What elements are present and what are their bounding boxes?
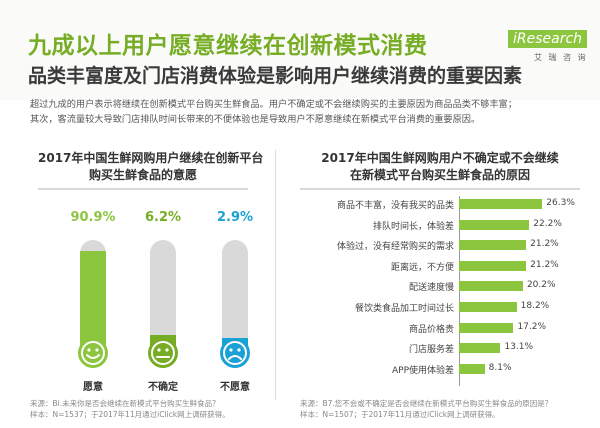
category-label-1: 不确定 bbox=[148, 382, 178, 393]
bar-value-8: 8.1% bbox=[488, 362, 512, 373]
left-source-line-2: 样本：N=1537；于2017年11月通过iClick网上调研获得。 bbox=[30, 410, 230, 419]
reasons-chart: 商品不丰富，没有我买的品类 26.3% 排队时间长，体验差 22.2% 体验过，没有经常… bbox=[300, 195, 580, 390]
bar-label-3: 距离远，不方便 bbox=[390, 262, 454, 273]
bar-label-2: 体验过，没有经常购买的需求 bbox=[336, 242, 454, 253]
bar-label-6: 商品价格贵 bbox=[408, 324, 454, 335]
bar-value-0: 26.3% bbox=[546, 198, 575, 208]
iresearch-logo: iResearch 艾 瑞 咨 询 bbox=[500, 26, 588, 66]
neutral-face-icon bbox=[148, 338, 178, 368]
frown-face-icon bbox=[220, 338, 250, 368]
bar-label-4: 配送速度慢 bbox=[408, 283, 454, 294]
value-label-0: 90.9% bbox=[70, 210, 116, 225]
bar-0 bbox=[459, 199, 543, 209]
panel-divider bbox=[275, 150, 276, 400]
bar-value-3: 21.2% bbox=[530, 259, 559, 270]
bar-1 bbox=[459, 219, 530, 230]
page-title: 九成以上用户愿意继续在创新模式消费 bbox=[28, 33, 428, 59]
intro-line-2: 其次，客流量较大导致门店排队时间长带来的不便体验也是导致用户不愿意继续在新模式平… bbox=[30, 114, 481, 125]
left-chart-title: 2017年中国生鲜网购用户继续在创新平台 购买生鲜食品的意愿 bbox=[38, 150, 264, 190]
bar-7 bbox=[459, 343, 501, 354]
intro-text: 超过九成的用户表示将继续在创新模式平台购买生鲜食品。用户不确定或不会继续购买的主… bbox=[30, 97, 575, 127]
bar-2 bbox=[459, 240, 527, 251]
left-title-line-1: 2017年中国生鲜网购用户继续在创新平台 bbox=[38, 151, 264, 165]
bar-3 bbox=[459, 260, 527, 271]
bar-value-6: 17.2% bbox=[517, 321, 547, 332]
right-chart-title: 2017年中国生鲜网购用户不确定或不会继续 在新模式平台购买生鲜食品的原因 bbox=[300, 150, 580, 190]
bar-label-1: 排队时间长，体验差 bbox=[372, 221, 454, 232]
right-source-line-2: 样本：N=1507；于2017年11月通过iClick网上调研获得。 bbox=[300, 410, 500, 419]
bar-label-7: 门店服务差 bbox=[408, 345, 454, 356]
bar-6 bbox=[459, 322, 514, 333]
bar-5 bbox=[459, 302, 517, 312]
right-source: 来源：B7.您不会或不确定是否会继续在新模式平台购买生鲜食品的原因是？ 样本：N… bbox=[300, 398, 552, 420]
left-source: 来源：Bi.未来你是否会继续在新模式平台购买生鲜食品？ 样本：N=1537；于2… bbox=[30, 398, 230, 420]
bar-label-0: 商品不丰富，没有我买的品类 bbox=[336, 201, 454, 211]
logo-cn: 艾 瑞 咨 询 bbox=[534, 53, 588, 62]
bar-value-4: 20.2% bbox=[526, 280, 556, 291]
bar-value-1: 22.2% bbox=[533, 218, 562, 229]
right-source-line-1: 来源：B7.您不会或不确定是否会继续在新模式平台购买生鲜食品的原因是？ bbox=[300, 399, 553, 408]
left-title-line-2: 购买生鲜食品的意愿 bbox=[88, 168, 197, 182]
intro-line-1: 超过九成的用户表示将继续在创新模式平台购买生鲜食品。用户不确定或不会继续购买的主… bbox=[30, 99, 517, 110]
left-source-line-1: 来源：Bi.未来你是否会继续在新模式平台购买生鲜食品？ bbox=[30, 399, 220, 408]
page-subtitle: 品类丰富度及门店消费体验是影响用户继续消费的重要因素 bbox=[28, 65, 523, 87]
bar-8 bbox=[459, 363, 485, 374]
header-band bbox=[0, 0, 600, 100]
logo-brand: iResearch bbox=[508, 30, 588, 48]
bar-value-5: 18.2% bbox=[520, 301, 550, 311]
bar-label-5: 餐饮类食品加工时间过长 bbox=[354, 304, 454, 314]
bar-value-7: 13.1% bbox=[504, 342, 534, 353]
bar-label-8: APP使用体验差 bbox=[391, 365, 454, 376]
bar-value-2: 21.2% bbox=[530, 239, 559, 250]
smile-face-icon bbox=[78, 338, 108, 368]
value-label-1: 6.2% bbox=[144, 210, 182, 225]
right-title-line-2: 在新模式平台购买生鲜食品的原因 bbox=[349, 168, 530, 182]
value-label-2: 2.9% bbox=[216, 210, 254, 225]
right-title-line-1: 2017年中国生鲜网购用户不确定或不会继续 bbox=[321, 151, 559, 165]
bar-4 bbox=[459, 281, 523, 292]
category-label-2: 不愿意 bbox=[220, 382, 250, 393]
category-label-0: 愿意 bbox=[83, 382, 103, 393]
